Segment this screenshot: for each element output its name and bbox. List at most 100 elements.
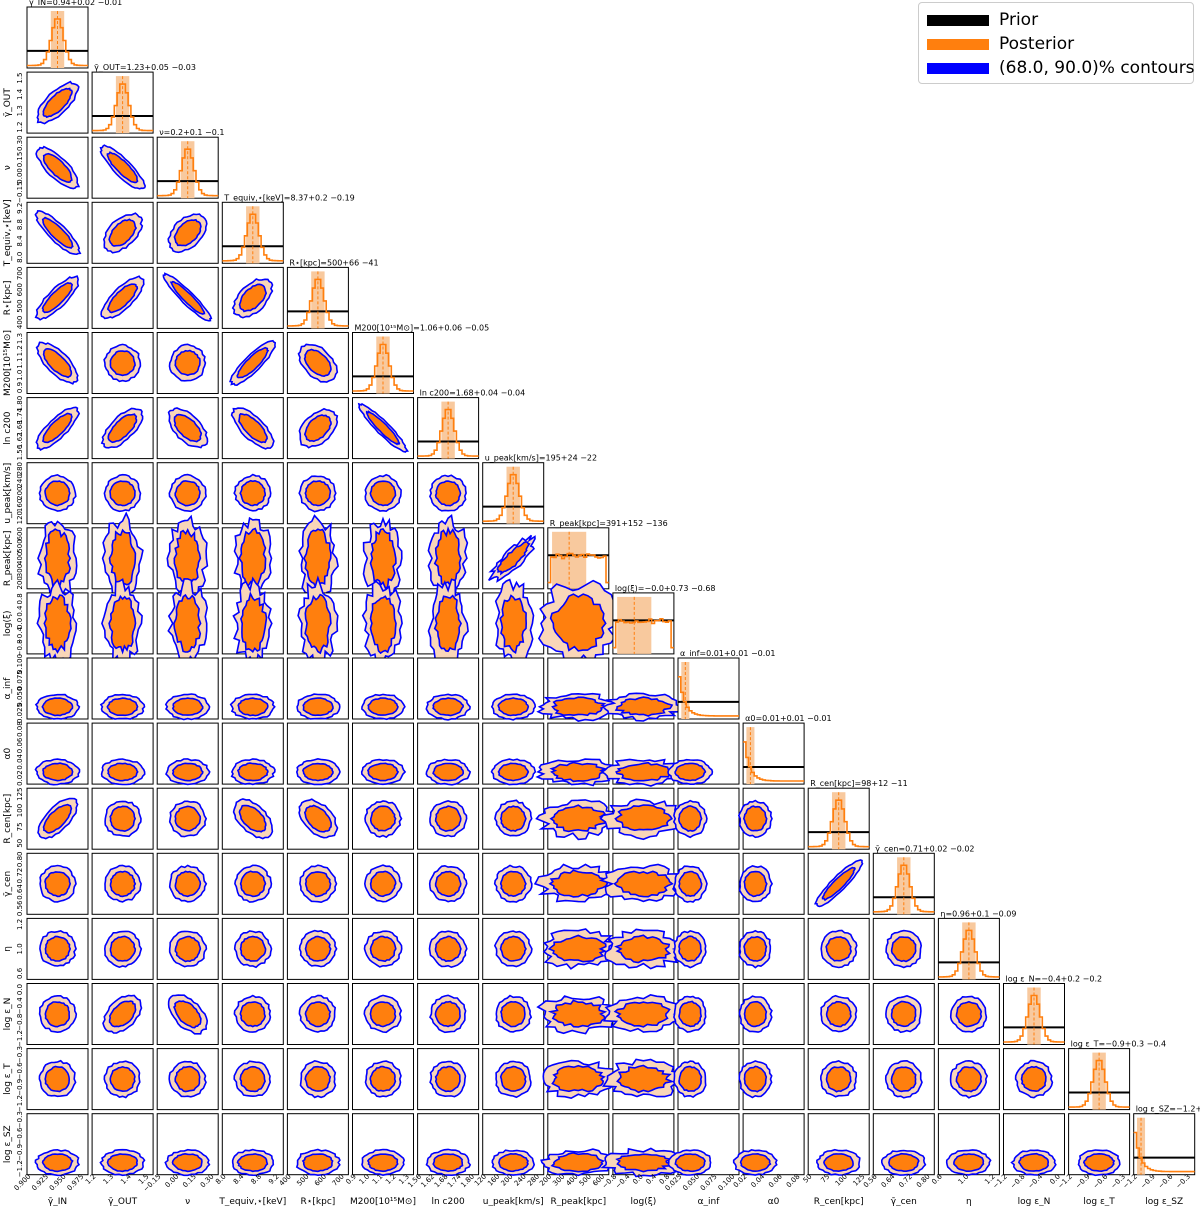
pair-panel-5-6	[352, 397, 414, 460]
diag-panel-8: R_peak[kpc]=391+152 −136	[547, 519, 668, 590]
y-tick-label: 240	[16, 474, 24, 487]
pair-panel-1-9	[91, 578, 154, 668]
contour-68	[303, 348, 332, 378]
pair-panel-1-8	[91, 511, 154, 603]
contour-68	[106, 697, 139, 717]
contour-68	[370, 805, 397, 832]
y-axis-label: γ̄_cen	[3, 871, 13, 897]
pair-panel-5-15	[352, 983, 414, 1045]
pair-panel-3-6	[221, 397, 284, 460]
diag-panel-2: ν=0.2+0.1 −0.1	[156, 128, 224, 199]
contour-68	[678, 1065, 703, 1093]
y-axis-label: ln c200	[3, 411, 13, 444]
y-tick-label: 600	[16, 283, 24, 296]
y-tick-label: 600	[16, 527, 24, 540]
pair-panel-0-1	[26, 71, 89, 134]
panel-title: log ε_N=−0.4+0.2 −0.2	[1006, 975, 1103, 984]
pair-panel-12-16	[807, 1048, 870, 1111]
pair-panel-3-10	[221, 657, 284, 720]
pair-panel-2-11	[156, 722, 219, 786]
contour-68	[614, 696, 674, 717]
contour-68	[432, 697, 464, 717]
y-tick-label: 300	[16, 564, 24, 577]
pair-panel-5-11	[352, 722, 414, 786]
y-tick-label: −0.4	[16, 997, 24, 1015]
pair-panel-0-16	[26, 1048, 89, 1111]
contour-68	[367, 697, 399, 716]
contour-68	[239, 870, 267, 898]
pair-panel-2-16	[156, 1048, 219, 1111]
contour-68	[174, 480, 201, 507]
diag-panel-15: log ε_N=−0.4+0.2 −0.2	[1003, 975, 1103, 1045]
contour-68	[369, 480, 397, 507]
contour-68	[42, 762, 74, 782]
contour-68	[238, 804, 267, 833]
pair-panel-4-17	[286, 1113, 349, 1177]
contour-68	[366, 1153, 399, 1173]
contour-68	[890, 936, 917, 963]
pair-panel-5-10	[352, 657, 414, 721]
contour-68	[823, 1153, 854, 1173]
diag-panel-10: α_inf=0.01+0.01 −0.01	[677, 649, 775, 720]
contour-68	[304, 1001, 332, 1028]
contour-68	[1018, 1152, 1050, 1172]
contour-68	[499, 1065, 527, 1092]
pair-panel-11-16	[738, 1048, 805, 1111]
y-tick-label: 0.08	[16, 721, 24, 737]
x-axis-label: γ̄_cen	[891, 1197, 917, 1206]
y-tick-label: −0.4	[16, 627, 24, 645]
pair-panel-12-13	[807, 852, 870, 915]
y-tick-label: 125	[16, 788, 24, 801]
y-tick-label: 120	[16, 511, 24, 524]
pair-panel-4-14	[286, 917, 349, 980]
y-tick-label: −0.6	[16, 1127, 24, 1145]
contour-68	[106, 151, 139, 184]
pair-panel-9-12	[599, 787, 687, 850]
y-tick-label: 200	[16, 576, 24, 589]
pair-panel-8-11	[535, 722, 622, 787]
contour-68	[825, 1000, 852, 1028]
y-tick-label: 0.64	[16, 884, 24, 900]
diag-panel-14: η=0.96+0.1 −0.09	[937, 909, 1016, 980]
y-axis-label: log(ξ)	[3, 611, 13, 637]
pair-panel-7-13	[482, 852, 545, 915]
pair-panel-0-12	[26, 787, 89, 850]
contour-68	[173, 527, 202, 585]
pair-panel-5-13	[352, 852, 414, 915]
y-tick-label: 1.80	[16, 396, 24, 412]
y-tick-label: 1.2	[16, 345, 24, 356]
contour-68	[953, 1153, 985, 1172]
y-tick-label: 160	[16, 499, 24, 512]
y-tick-label: −0.8	[16, 1014, 24, 1031]
contour-68	[171, 697, 204, 716]
pair-panel-6-9	[417, 578, 480, 666]
contour-68	[739, 1152, 772, 1173]
y-tick-label: 1.2	[16, 919, 24, 930]
y-axis-label: η	[3, 946, 13, 952]
pair-panel-0-11	[26, 722, 89, 786]
contour-68	[106, 1153, 139, 1173]
y-axis-label: u_peak[km/s]	[3, 463, 13, 524]
diag-panel-13: γ̄_cen=0.71+0.02 −0.02	[872, 844, 975, 915]
y-tick-label: 0.100	[16, 654, 24, 674]
contour-68	[743, 1065, 768, 1093]
pair-panel-2-7	[156, 462, 219, 525]
contour-68	[890, 1000, 917, 1028]
panel-frame	[872, 983, 935, 1045]
y-tick-label: 1.2	[16, 122, 24, 133]
y-tick-label: 8.4	[16, 235, 24, 247]
contour-68	[44, 871, 72, 898]
contour-68	[174, 349, 201, 377]
pair-panel-3-17	[221, 1113, 284, 1177]
contour-68	[1082, 1152, 1116, 1173]
pair-panel-4-7	[286, 462, 349, 525]
contour-68	[173, 1000, 202, 1029]
contour-68	[434, 480, 462, 507]
y-axis-label: R_peak[kpc]	[3, 530, 13, 586]
pair-panel-7-9	[482, 578, 545, 665]
contour-68	[43, 594, 72, 654]
diag-panel-12: R_cen[kpc]=98+12 −11	[807, 779, 908, 850]
pair-panel-1-17	[91, 1113, 154, 1177]
y-tick-label: 0.15	[16, 152, 24, 168]
contour-68	[174, 870, 202, 898]
